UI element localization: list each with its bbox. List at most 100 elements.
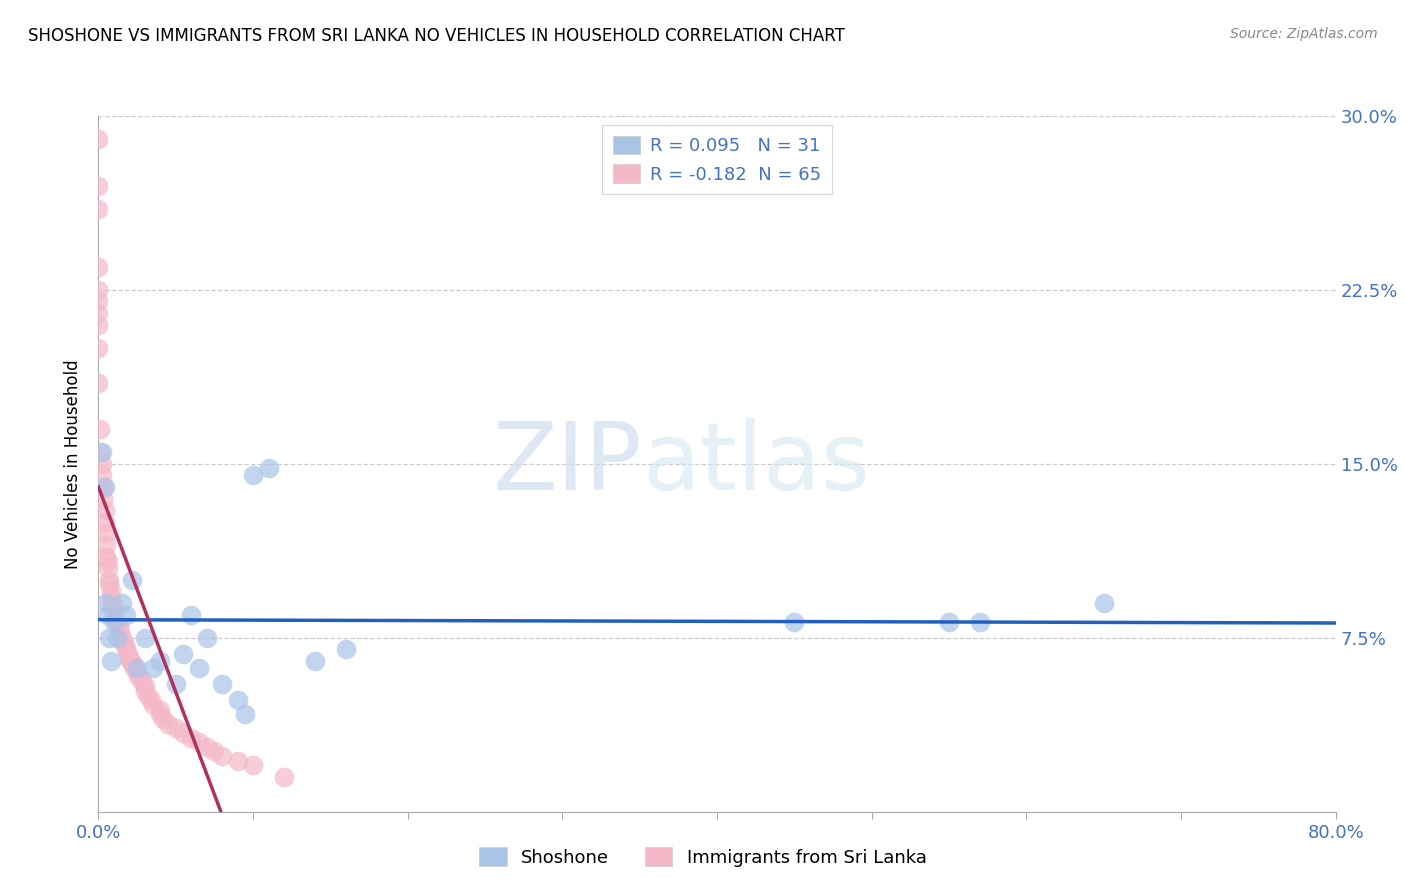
Point (122, 661, 145, 675)
Point (117, 647, 139, 661)
Point (89, 445, 111, 459)
Point (96, 596, 118, 610)
Point (226, 754, 249, 768)
Point (226, 693, 249, 707)
Point (90, 445, 112, 459)
Point (98, 631, 121, 645)
Point (100, 584, 122, 599)
Point (149, 654, 172, 668)
Y-axis label: No Vehicles in Household: No Vehicles in Household (65, 359, 83, 569)
Point (103, 610, 125, 624)
Point (938, 615, 960, 629)
Point (121, 573, 143, 587)
Point (121, 657, 143, 671)
Point (195, 739, 218, 754)
Point (783, 615, 806, 629)
Text: atlas: atlas (643, 417, 872, 510)
Point (97, 607, 120, 622)
Point (91, 491, 114, 506)
Point (93, 480, 115, 494)
Point (115, 642, 138, 657)
Point (139, 693, 162, 707)
Point (136, 689, 159, 703)
Point (87, 202, 110, 216)
Point (98, 573, 121, 587)
Text: SHOSHONE VS IMMIGRANTS FROM SRI LANKA NO VEHICLES IN HOUSEHOLD CORRELATION CHART: SHOSHONE VS IMMIGRANTS FROM SRI LANKA NO… (28, 27, 845, 45)
Point (173, 726, 195, 740)
Point (128, 670, 150, 684)
Point (188, 735, 211, 749)
Point (87, 294, 110, 309)
Point (127, 665, 149, 680)
Point (118, 651, 141, 665)
Point (235, 707, 257, 722)
Point (87, 260, 110, 274)
Point (101, 600, 124, 615)
Point (204, 744, 226, 758)
Point (157, 716, 180, 731)
Legend: R = 0.095   N = 31, R = -0.182  N = 65: R = 0.095 N = 31, R = -0.182 N = 65 (602, 125, 832, 194)
Point (273, 770, 295, 784)
Point (142, 698, 165, 712)
Point (103, 605, 125, 619)
Point (87, 341, 110, 355)
Point (1092, 596, 1115, 610)
Text: ZIP: ZIP (494, 417, 643, 510)
Point (152, 712, 174, 726)
Point (87, 306, 110, 320)
Point (242, 758, 264, 772)
Point (134, 680, 156, 694)
Point (131, 674, 153, 689)
Point (127, 661, 149, 675)
Point (211, 749, 233, 764)
Point (90, 457, 112, 471)
Point (105, 631, 128, 645)
Point (103, 615, 125, 629)
Point (87, 178, 110, 193)
Point (195, 631, 218, 645)
Point (242, 468, 264, 483)
Point (969, 615, 991, 629)
Point (120, 654, 142, 668)
Point (96, 538, 118, 552)
Point (101, 596, 124, 610)
Point (149, 703, 172, 717)
Point (114, 638, 136, 652)
Point (108, 624, 131, 638)
Legend: Shoshone, Immigrants from Sri Lanka: Shoshone, Immigrants from Sri Lanka (472, 840, 934, 874)
Point (93, 503, 115, 517)
Point (165, 677, 187, 691)
Point (98, 577, 121, 591)
Point (257, 461, 280, 475)
Point (90, 468, 112, 483)
Point (335, 642, 357, 657)
Point (100, 654, 122, 668)
Point (100, 591, 122, 606)
Point (180, 731, 202, 745)
Point (96, 526, 118, 541)
Point (97, 554, 120, 568)
Text: Source: ZipAtlas.com: Source: ZipAtlas.com (1230, 27, 1378, 41)
Point (107, 619, 129, 633)
Point (111, 596, 134, 610)
Point (134, 631, 156, 645)
Point (93, 515, 115, 529)
Point (134, 684, 156, 698)
Point (142, 661, 165, 675)
Point (112, 635, 135, 649)
Point (165, 721, 187, 735)
Point (91, 480, 114, 494)
Point (211, 677, 233, 691)
Point (149, 707, 172, 722)
Point (97, 561, 120, 575)
Point (115, 607, 138, 622)
Point (87, 283, 110, 297)
Point (188, 661, 211, 675)
Point (180, 607, 202, 622)
Point (105, 615, 128, 629)
Point (87, 318, 110, 332)
Point (111, 631, 134, 645)
Point (96, 549, 118, 564)
Point (304, 654, 326, 668)
Point (173, 647, 195, 661)
